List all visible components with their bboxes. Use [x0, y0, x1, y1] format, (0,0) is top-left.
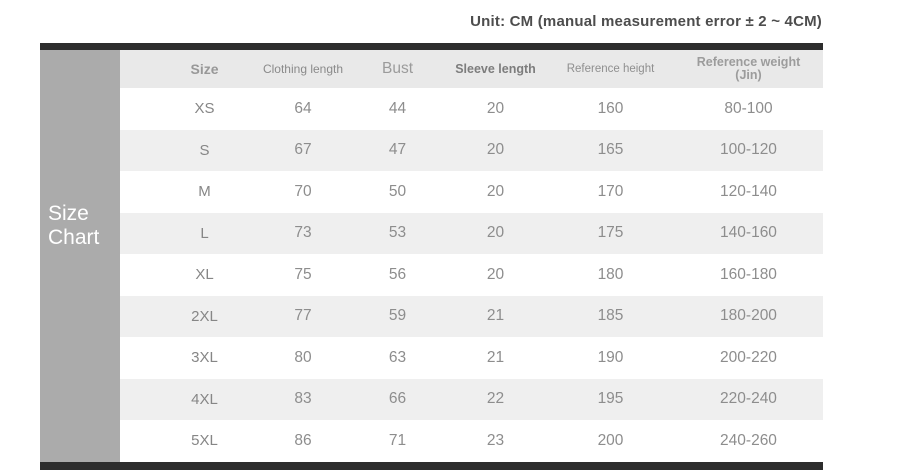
size-chart-table: Size Chart Size Clothing length Bust Sleeve… — [40, 43, 823, 470]
table-cell: 120-140 — [720, 182, 777, 200]
table-cell: 53 — [388, 224, 407, 242]
table-cell: 140-160 — [720, 224, 777, 242]
size-cell: 5XL — [191, 432, 218, 450]
table-cell: 47 — [388, 141, 407, 159]
table-cell: 73 — [294, 224, 312, 242]
table-cell: 195 — [597, 390, 624, 408]
column-header-reference-weight-jin: Reference weight (Jin) — [696, 55, 801, 82]
table-bottom-border — [40, 461, 823, 470]
table-cell: 21 — [486, 307, 505, 325]
table-cell: 170 — [597, 182, 624, 200]
table-cell: 80 — [294, 348, 312, 366]
table-cell: 175 — [597, 224, 624, 242]
column-header-reference-height: Reference height — [566, 63, 655, 75]
column-header-bust: Bust — [381, 60, 413, 77]
table-cell: 180-200 — [720, 307, 777, 325]
size-chart-label: Size Chart — [48, 201, 100, 249]
size-cell: L — [200, 224, 209, 242]
table-cell: 200-220 — [720, 348, 777, 366]
table-cell: 190 — [597, 348, 624, 366]
table-cell: 50 — [388, 182, 407, 200]
table-row: XS 64 44 20 160 80-100 — [120, 88, 823, 130]
size-cell: S — [199, 141, 210, 159]
table-cell: 20 — [486, 224, 505, 242]
table-cell: 185 — [597, 307, 624, 325]
table-row: M 70 50 20 170 120-140 — [120, 171, 823, 213]
table-cell: 165 — [597, 141, 624, 159]
column-header-size: Size — [190, 61, 219, 77]
table-cell: 200 — [597, 431, 624, 449]
table-cell: 77 — [294, 307, 312, 325]
table-cell: 83 — [294, 390, 312, 408]
table-row: 4XL 83 66 22 195 220-240 — [120, 378, 823, 420]
table-cell: 64 — [294, 99, 312, 117]
table-cell: 56 — [388, 265, 407, 283]
table-cell: 160-180 — [720, 265, 777, 283]
size-cell: XL — [195, 266, 214, 284]
table-content: Size Clothing length Bust Sleeve length Refe… — [120, 50, 823, 462]
table-row: L 73 53 20 175 140-160 — [120, 212, 823, 254]
table-cell: 66 — [388, 390, 407, 408]
column-header-clothing-length: Clothing length — [262, 62, 344, 76]
table-row: 3XL 80 63 21 190 200-220 — [120, 337, 823, 379]
table-cell: 240-260 — [720, 431, 777, 449]
size-chart-sidebar: Size Chart — [40, 50, 120, 462]
table-cell: 20 — [486, 265, 505, 283]
table-cell: 20 — [486, 141, 505, 159]
table-header-row: Size Clothing length Bust Sleeve length Refe… — [120, 50, 823, 88]
table-main: Size Chart Size Clothing length Bust Sleeve… — [40, 50, 823, 462]
table-body: XS 64 44 20 160 80-100 S 67 47 20 165 100-120 M 70 50 2… — [120, 88, 823, 462]
column-header-sleeve-length: Sleeve length — [455, 62, 536, 76]
table-row: 2XL 77 59 21 185 180-200 — [120, 295, 823, 337]
size-cell: 2XL — [191, 307, 218, 325]
table-cell: 100-120 — [720, 141, 777, 159]
table-cell: 220-240 — [720, 390, 777, 408]
table-cell: 71 — [388, 431, 407, 449]
table-row: S 67 47 20 165 100-120 — [120, 129, 823, 171]
table-cell: 86 — [294, 431, 312, 449]
table-cell: 59 — [388, 307, 407, 325]
table-cell: 75 — [294, 265, 312, 283]
table-cell: 80-100 — [724, 99, 773, 117]
table-cell: 44 — [388, 99, 407, 117]
measurement-unit-note: Unit: CM (manual measurement error ± 2 ~… — [470, 13, 822, 30]
table-cell: 21 — [486, 348, 505, 366]
table-cell: 70 — [294, 182, 312, 200]
table-cell: 160 — [597, 99, 624, 117]
size-cell: 3XL — [191, 349, 218, 367]
table-cell: 20 — [486, 99, 505, 117]
size-cell: 4XL — [191, 390, 218, 408]
size-cell: M — [198, 183, 211, 201]
table-cell: 63 — [388, 348, 407, 366]
table-cell: 22 — [486, 390, 505, 408]
table-cell: 23 — [486, 431, 505, 449]
table-row: XL 75 56 20 180 160-180 — [120, 254, 823, 296]
table-cell: 67 — [294, 141, 312, 159]
table-top-border — [40, 43, 823, 50]
size-cell: XS — [194, 100, 215, 118]
table-row: 5XL 86 71 23 200 240-260 — [120, 420, 823, 462]
table-cell: 20 — [486, 182, 505, 200]
table-cell: 180 — [597, 265, 624, 283]
